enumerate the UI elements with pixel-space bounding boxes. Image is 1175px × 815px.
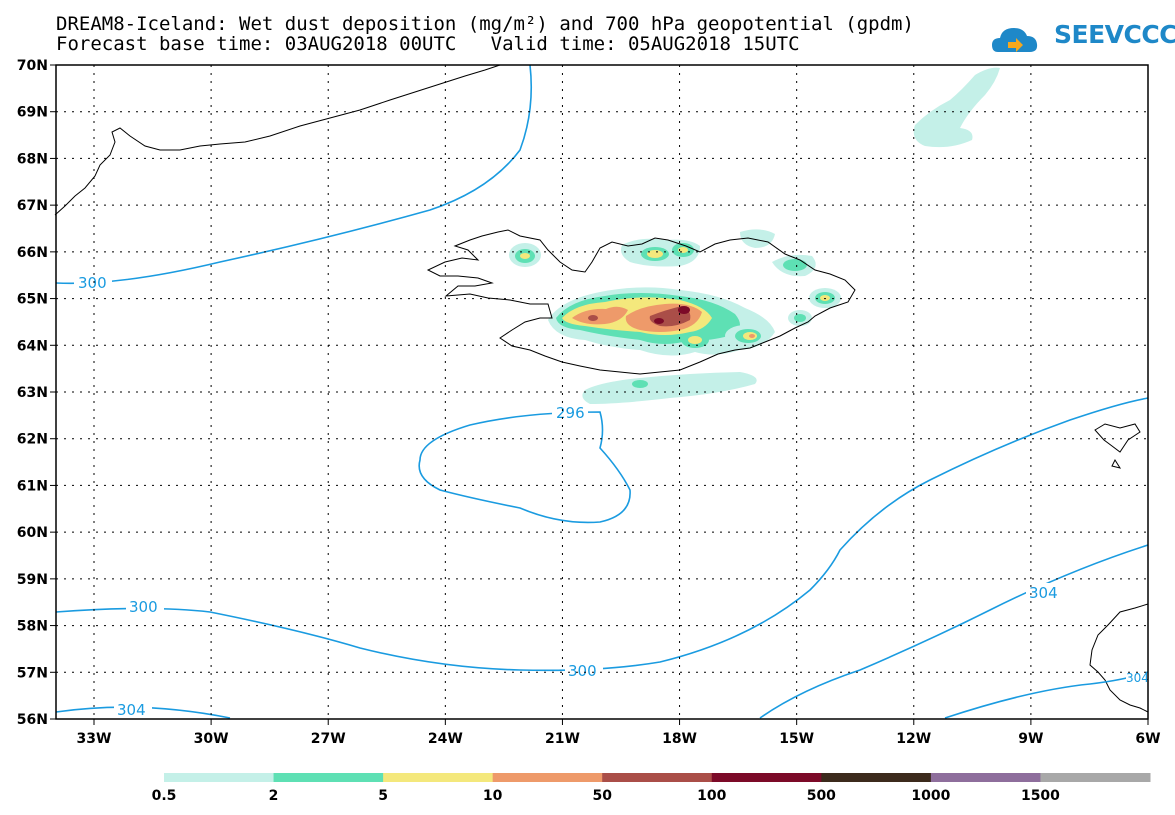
latitude-label: 63N: [17, 385, 48, 401]
colorbar-swatch: [930, 773, 1041, 782]
latitude-label: 64N: [17, 338, 48, 354]
longitude-axis: 33W 30W 27W 24W 21W 18W 15W 12W 9W 6W: [77, 719, 1161, 747]
latitude-label: 59N: [17, 572, 48, 588]
latitude-label: 61N: [17, 478, 48, 494]
colorbar-swatch: [164, 773, 275, 782]
longitude-label: 24W: [428, 731, 463, 747]
colorbar-swatch: [492, 773, 603, 782]
longitude-label: 15W: [779, 731, 814, 747]
colorbar-label: 1000: [911, 788, 950, 804]
colorbar-swatch: [1040, 773, 1151, 782]
longitude-label: 27W: [311, 731, 346, 747]
logo-text: SEEVCCC: [1054, 20, 1175, 49]
greenland-coastline: [54, 64, 501, 216]
dust-deposition-field: [509, 67, 1000, 404]
contour-label-300: 300: [129, 598, 158, 616]
latitude-label: 65N: [17, 292, 48, 308]
contour-label-304: 304: [1126, 671, 1149, 685]
colorbar-label: 500: [807, 788, 836, 804]
longitude-label: 9W: [1018, 731, 1043, 747]
latitude-label: 69N: [17, 105, 48, 121]
colorbar-swatch: [383, 773, 494, 782]
longitude-label: 12W: [896, 731, 931, 747]
latitude-label: 70N: [17, 58, 48, 74]
latitude-label: 62N: [17, 432, 48, 448]
longitude-label: 6W: [1135, 731, 1160, 747]
longitude-label: 30W: [194, 731, 229, 747]
graticule: [56, 65, 1148, 719]
colorbar-label: 50: [592, 788, 612, 804]
latitude-label: 60N: [17, 525, 48, 541]
contour-labels: 300 296 300 300 304 304 304: [74, 273, 1149, 719]
latitude-label: 66N: [17, 245, 48, 261]
colorbar-label: 100: [697, 788, 726, 804]
latitude-label: 56N: [17, 712, 48, 728]
latitude-label: 68N: [17, 151, 48, 167]
longitude-label: 18W: [662, 731, 697, 747]
latitude-axis: 70N 69N 68N 67N 66N 65N 64N 63N 62N 61N 60N 59N 58N 5…: [17, 58, 56, 728]
colorbar-swatch: [711, 773, 822, 782]
cloud-logo-icon: [992, 28, 1038, 52]
contour-label-304: 304: [117, 701, 146, 719]
longitude-label: 21W: [545, 731, 580, 747]
map-title: DREAM8-Iceland: Wet dust deposition (mg/…: [56, 13, 914, 35]
colorbar-swatch: [821, 773, 932, 782]
colorbar-label: 0.5: [152, 788, 177, 804]
contour-label-300: 300: [568, 662, 597, 680]
colorbar: 0.5 2 5 10 50 100 500 1000 1500: [152, 773, 1151, 804]
contour-label-296: 296: [556, 404, 585, 422]
colorbar-label: 2: [269, 788, 279, 804]
contour-label-300: 300: [78, 274, 107, 292]
faroe-coastline: [1094, 423, 1141, 469]
longitude-label: 33W: [77, 731, 112, 747]
colorbar-swatch: [273, 773, 384, 782]
latitude-label: 58N: [17, 619, 48, 635]
colorbar-label: 1500: [1021, 788, 1060, 804]
contour-label-304: 304: [1029, 584, 1058, 602]
iceland-coastline: [426, 229, 856, 375]
colorbar-swatch: [602, 773, 713, 782]
latitude-label: 57N: [17, 665, 48, 681]
latitude-label: 67N: [17, 198, 48, 214]
colorbar-label: 10: [483, 788, 503, 804]
scotland-coastline: [1089, 603, 1149, 713]
colorbar-label: 5: [378, 788, 388, 804]
map-subtitle: Forecast base time: 03AUG2018 00UTC Vali…: [56, 33, 800, 55]
